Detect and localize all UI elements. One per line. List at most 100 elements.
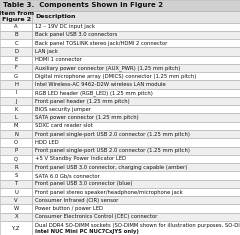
Bar (32, 171, 240, 180)
Bar (32, 163, 240, 171)
Bar (0, 221, 32, 235)
Text: W: W (14, 206, 19, 211)
Text: Q: Q (14, 157, 18, 161)
Text: Intel NUC Mini PC NUC7CxJYS only): Intel NUC Mini PC NUC7CxJYS only) (35, 229, 139, 234)
Bar (32, 105, 240, 114)
Text: SATA power connector (1.25 mm pitch): SATA power connector (1.25 mm pitch) (35, 115, 139, 120)
Text: P: P (15, 148, 18, 153)
Bar (0, 80, 32, 89)
Bar (32, 97, 240, 105)
Text: Front panel single-port USB 2.0 connector (1.25 mm pitch): Front panel single-port USB 2.0 connecto… (35, 132, 190, 137)
Bar (0, 31, 32, 39)
Text: T: T (15, 181, 18, 186)
Bar (32, 221, 240, 235)
Bar (32, 147, 240, 155)
Text: SATA 6.0 Gb/s connector: SATA 6.0 Gb/s connector (35, 173, 100, 178)
Text: L: L (15, 115, 18, 120)
Bar (0, 89, 32, 97)
Bar (0, 122, 32, 130)
Text: Front panel USB 3.0 connector, charging capable (amber): Front panel USB 3.0 connector, charging … (35, 165, 187, 170)
Text: D: D (14, 49, 18, 54)
Text: R: R (14, 165, 18, 170)
Text: K: K (14, 107, 18, 112)
Bar (0, 72, 32, 80)
Bar (32, 196, 240, 204)
Text: SDXC card reader slot: SDXC card reader slot (35, 123, 93, 128)
Text: BIOS security jumper: BIOS security jumper (35, 107, 91, 112)
Bar (32, 114, 240, 122)
Bar (32, 89, 240, 97)
Text: M: M (14, 123, 18, 128)
Bar (32, 155, 240, 163)
Text: Intel Wireless-AC 9462-D2W wireless LAN module: Intel Wireless-AC 9462-D2W wireless LAN … (35, 82, 166, 87)
Bar (0, 39, 32, 47)
Text: HDD LED: HDD LED (35, 140, 59, 145)
Text: F: F (15, 66, 18, 70)
Text: N: N (14, 132, 18, 137)
Text: Back panel TOSLINK stereo jack/HDMI 2 connector: Back panel TOSLINK stereo jack/HDMI 2 co… (35, 41, 167, 46)
Bar (32, 11, 240, 23)
Text: Description: Description (35, 14, 75, 19)
Text: U: U (14, 190, 18, 195)
Bar (32, 23, 240, 31)
Text: O: O (14, 140, 18, 145)
Text: Table 3.  Components Shown in Figure 2: Table 3. Components Shown in Figure 2 (3, 2, 163, 8)
Bar (32, 213, 240, 221)
Bar (0, 138, 32, 147)
Bar (32, 122, 240, 130)
Bar (32, 138, 240, 147)
Bar (32, 180, 240, 188)
Text: G: G (14, 74, 18, 79)
Text: HDMI 1 connector: HDMI 1 connector (35, 57, 82, 62)
Bar (32, 188, 240, 196)
Text: Front panel header (1.25 mm pitch): Front panel header (1.25 mm pitch) (35, 98, 130, 104)
Text: V: V (14, 198, 18, 203)
Text: C: C (14, 41, 18, 46)
Text: RGB LED header (RGB_LED) (1.25 mm pitch): RGB LED header (RGB_LED) (1.25 mm pitch) (35, 90, 153, 96)
Bar (0, 105, 32, 114)
Bar (32, 39, 240, 47)
Bar (0, 114, 32, 122)
Text: J: J (15, 98, 17, 104)
Text: Consumer Electronics Control (CEC) connector: Consumer Electronics Control (CEC) conne… (35, 214, 157, 219)
Text: +5 V Standby Power Indicator LED: +5 V Standby Power Indicator LED (35, 157, 126, 161)
Text: 12 – 19V DC input jack: 12 – 19V DC input jack (35, 24, 95, 29)
Bar (0, 204, 32, 213)
Bar (0, 155, 32, 163)
Text: Auxiliary power connector (AUX_PWR) (1.25 mm pitch): Auxiliary power connector (AUX_PWR) (1.2… (35, 65, 180, 71)
Bar (0, 171, 32, 180)
Text: Front panel stereo speaker/headphone/microphone jack: Front panel stereo speaker/headphone/mic… (35, 190, 183, 195)
Bar (0, 180, 32, 188)
Bar (32, 72, 240, 80)
Bar (32, 56, 240, 64)
Bar (0, 47, 32, 56)
Text: X: X (14, 214, 18, 219)
Text: Front panel USB 3.0 connector (blue): Front panel USB 3.0 connector (blue) (35, 181, 132, 186)
Bar (0, 0, 240, 11)
Bar (0, 56, 32, 64)
Text: I: I (15, 90, 17, 95)
Text: S: S (14, 173, 18, 178)
Bar (0, 64, 32, 72)
Text: Back panel USB 3.0 connectors: Back panel USB 3.0 connectors (35, 32, 117, 37)
Text: E: E (15, 57, 18, 62)
Bar (32, 130, 240, 138)
Bar (0, 188, 32, 196)
Text: B: B (14, 32, 18, 37)
Bar (32, 204, 240, 213)
Bar (0, 163, 32, 171)
Text: Item from
Figure 2: Item from Figure 2 (0, 11, 34, 22)
Text: Front panel single-port USB 2.0 connector (1.25 mm pitch): Front panel single-port USB 2.0 connecto… (35, 148, 190, 153)
Bar (32, 31, 240, 39)
Bar (0, 213, 32, 221)
Text: LAN jack: LAN jack (35, 49, 58, 54)
Bar (0, 147, 32, 155)
Bar (32, 47, 240, 56)
Bar (0, 23, 32, 31)
Bar (0, 130, 32, 138)
Bar (0, 11, 32, 23)
Text: Consumer Infrared (CIR) sensor: Consumer Infrared (CIR) sensor (35, 198, 118, 203)
Text: Y,Z: Y,Z (12, 226, 20, 231)
Bar (0, 196, 32, 204)
Bar (32, 64, 240, 72)
